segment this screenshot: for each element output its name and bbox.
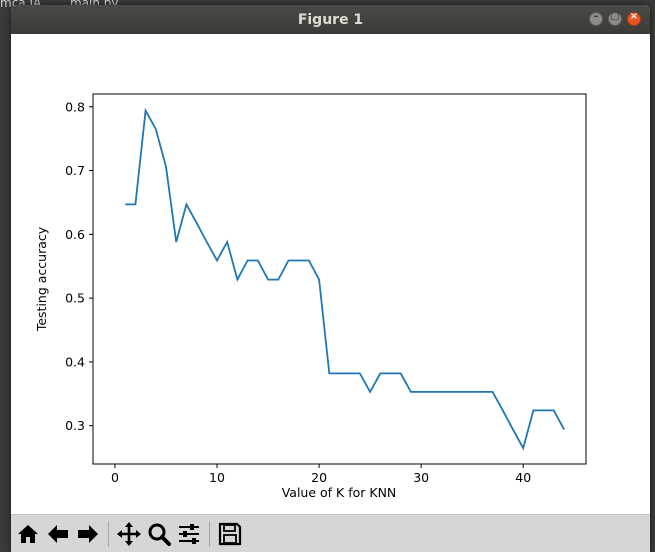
configure-subplots-button[interactable] (175, 520, 203, 548)
figure-canvas[interactable]: 0 10 20 30 40 0.3 0.4 0.5 0.6 0.7 0.8 Value of K … (11, 34, 650, 514)
x-axis-label: Value of K for KNN (282, 485, 397, 500)
zoom-icon (148, 523, 171, 546)
x-tick-label: 20 (311, 470, 327, 485)
y-tick-label: 0.4 (65, 354, 85, 369)
chart: 0 10 20 30 40 0.3 0.4 0.5 0.6 0.7 0.8 Value of K … (34, 93, 587, 500)
close-icon: × (629, 11, 639, 22)
toolbar-separator (108, 521, 109, 547)
back-button[interactable] (44, 520, 72, 548)
window-title: Figure 1 (297, 12, 364, 28)
minimize-icon: – (593, 11, 599, 22)
x-tick-label: 30 (413, 470, 429, 485)
figure-window: Figure 1 – □ × 0 10 20 30 40 0.3 0.4 0.5 0.6 0.7… (11, 5, 650, 552)
save-icon (218, 522, 242, 546)
save-button[interactable] (216, 520, 244, 548)
minimize-button[interactable]: – (589, 11, 603, 26)
toolbar-separator (209, 521, 210, 547)
y-axis-label: Testing accuracy (34, 226, 49, 332)
close-button[interactable]: × (627, 11, 641, 26)
home-button[interactable] (14, 520, 42, 548)
navigation-toolbar (11, 514, 650, 552)
y-ticks: 0.3 0.4 0.5 0.6 0.7 0.8 (65, 99, 93, 433)
x-ticks: 0 10 20 30 40 (111, 464, 531, 485)
forward-arrow-icon (78, 525, 98, 543)
maximize-button[interactable]: □ (608, 11, 622, 26)
x-tick-label: 40 (515, 470, 531, 485)
y-tick-label: 0.3 (65, 418, 85, 433)
x-tick-label: 10 (209, 470, 225, 485)
y-tick-label: 0.6 (65, 227, 85, 242)
y-tick-label: 0.5 (65, 291, 85, 306)
y-tick-label: 0.7 (65, 163, 85, 178)
x-tick-label: 0 (111, 470, 119, 485)
pan-icon (117, 522, 141, 546)
configure-subplots-icon (179, 524, 199, 544)
zoom-button[interactable] (145, 520, 173, 548)
forward-button[interactable] (74, 520, 102, 548)
y-tick-label: 0.8 (65, 99, 85, 114)
back-arrow-icon (48, 525, 68, 543)
maximize-icon: □ (610, 11, 620, 22)
series-line (125, 107, 565, 451)
home-icon (18, 525, 38, 543)
pan-button[interactable] (115, 520, 143, 548)
title-bar[interactable]: Figure 1 – □ × (11, 5, 650, 34)
axes-frame (92, 93, 587, 465)
